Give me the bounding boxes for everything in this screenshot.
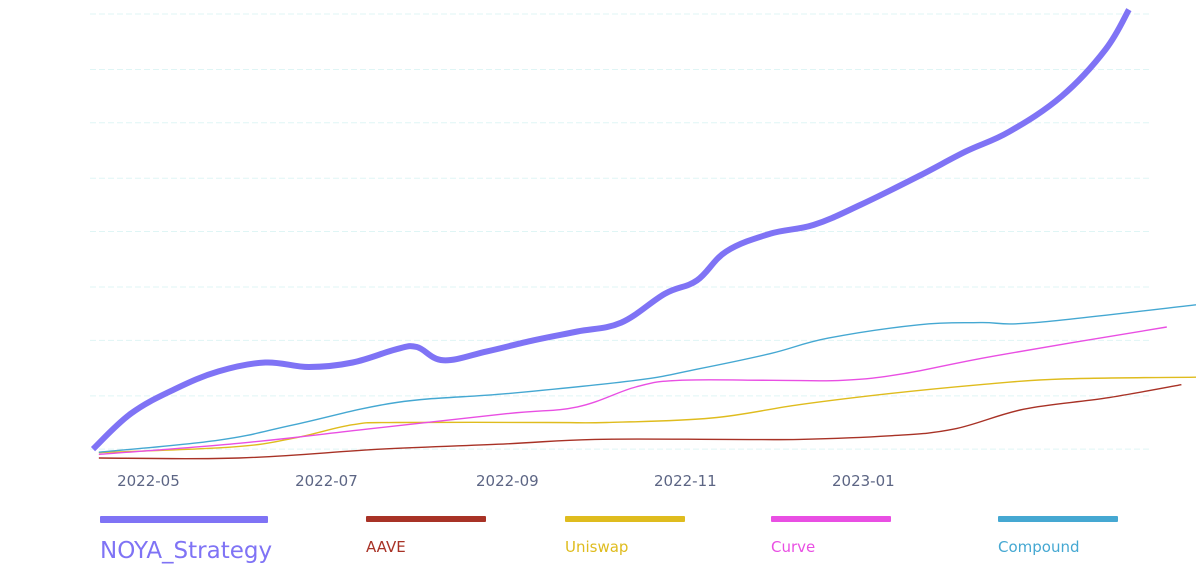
x-tick-label: 2022-09 <box>476 472 539 490</box>
legend-label: Uniswap <box>565 538 629 556</box>
legend-item-curve[interactable]: Curve <box>771 516 891 556</box>
legend-label: Curve <box>771 538 816 556</box>
legend-swatch <box>100 516 268 523</box>
x-tick-label: 2023-01 <box>832 472 895 490</box>
legend-label: NOYA_Strategy <box>100 538 273 564</box>
legend-swatch <box>771 516 891 522</box>
legend-item-compound[interactable]: Compound <box>998 516 1118 556</box>
legend-item-noya-strategy[interactable]: NOYA_Strategy <box>100 516 272 564</box>
series-line-aave <box>98 384 1182 460</box>
legend-swatch <box>565 516 685 522</box>
series-lines <box>90 8 1196 460</box>
x-tick-label: 2022-05 <box>117 472 180 490</box>
legend-item-aave[interactable]: AAVE <box>366 516 486 556</box>
series-line-curve <box>98 326 1167 456</box>
x-tick-label: 2022-07 <box>295 472 358 490</box>
legend-swatch <box>998 516 1118 522</box>
series-line-compound <box>98 304 1196 453</box>
x-axis-ticks: 2022-05 2022-07 2022-09 2022-11 2023-01 <box>117 472 895 490</box>
legend-swatch <box>366 516 486 522</box>
chart-legend: NOYA_Strategy AAVE Uniswap Curve Compound <box>0 516 1196 576</box>
legend-item-uniswap[interactable]: Uniswap <box>565 516 685 556</box>
series-line-noya-strategy <box>90 8 1132 452</box>
legend-label: AAVE <box>366 538 406 556</box>
gridlines <box>90 13 1150 450</box>
legend-label: Compound <box>998 538 1080 556</box>
x-tick-label: 2022-11 <box>654 472 717 490</box>
